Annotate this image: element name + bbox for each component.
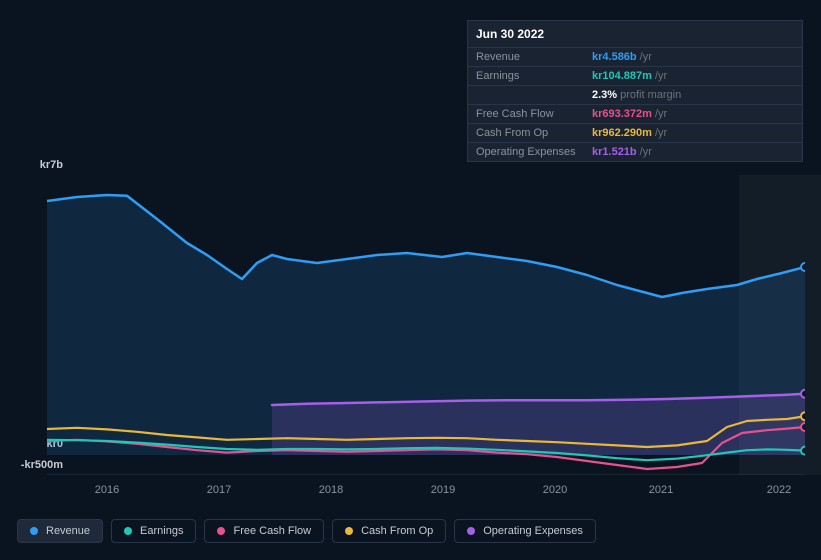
tooltip-row-value: kr104.887m/yr — [592, 70, 794, 82]
series-end-marker-earnings — [801, 447, 805, 455]
legend-item-free_cash_flow[interactable]: Free Cash Flow — [204, 519, 324, 543]
series-end-marker-cash_from_op — [801, 412, 805, 420]
financials-tooltip: Jun 30 2022 Revenuekr4.586b/yrEarningskr… — [467, 20, 803, 162]
x-axis-tick-label: 2016 — [95, 484, 119, 496]
tooltip-row: Operating Expenseskr1.521b/yr — [468, 143, 802, 161]
tooltip-row-label: Operating Expenses — [476, 146, 592, 158]
legend-dot-icon — [30, 527, 38, 535]
tooltip-row: Revenuekr4.586b/yr — [468, 48, 802, 67]
chart-legend: Revenue Earnings Free Cash Flow Cash From O… — [17, 519, 596, 543]
legend-item-label: Operating Expenses — [483, 525, 583, 537]
legend-item-label: Cash From Op — [361, 525, 433, 537]
tooltip-row: Free Cash Flowkr693.372m/yr — [468, 105, 802, 124]
x-axis-tick-label: 2020 — [543, 484, 567, 496]
tooltip-row-value: 2.3%profit margin — [592, 89, 794, 101]
legend-item-op_expenses[interactable]: Operating Expenses — [454, 519, 596, 543]
tooltip-row-label: Cash From Op — [476, 127, 592, 139]
x-axis-tick-label: 2019 — [431, 484, 455, 496]
tooltip-row: Earningskr104.887m/yr — [468, 67, 802, 86]
tooltip-row: Cash From Opkr962.290m/yr — [468, 124, 802, 143]
tooltip-row-value: kr1.521b/yr — [592, 146, 794, 158]
legend-item-cash_from_op[interactable]: Cash From Op — [332, 519, 446, 543]
chart-plot-area — [47, 175, 805, 475]
x-axis-tick-label: 2017 — [207, 484, 231, 496]
legend-dot-icon — [217, 527, 225, 535]
x-axis-tick-label: 2018 — [319, 484, 343, 496]
tooltip-row-value: kr962.290m/yr — [592, 127, 794, 139]
legend-dot-icon — [124, 527, 132, 535]
x-axis-tick-label: 2022 — [767, 484, 791, 496]
legend-dot-icon — [345, 527, 353, 535]
tooltip-row-label: Earnings — [476, 70, 592, 82]
tooltip-date: Jun 30 2022 — [468, 21, 802, 48]
tooltip-row-value: kr4.586b/yr — [592, 51, 794, 63]
tooltip-row-value: kr693.372m/yr — [592, 108, 794, 120]
series-end-marker-op_expenses — [801, 390, 805, 398]
legend-item-label: Free Cash Flow — [233, 525, 311, 537]
tooltip-row: 2.3%profit margin — [468, 86, 802, 105]
tooltip-row-label: Revenue — [476, 51, 592, 63]
financial-chart: kr7bkr0-kr500m 2016201720182019202020212… — [17, 160, 805, 480]
series-end-marker-free_cash_flow — [801, 423, 805, 431]
legend-item-label: Revenue — [46, 525, 90, 537]
x-axis-tick-label: 2021 — [649, 484, 673, 496]
series-end-marker-revenue — [801, 263, 805, 271]
legend-item-earnings[interactable]: Earnings — [111, 519, 196, 543]
legend-item-revenue[interactable]: Revenue — [17, 519, 103, 543]
tooltip-row-label — [476, 89, 592, 101]
legend-dot-icon — [467, 527, 475, 535]
legend-item-label: Earnings — [140, 525, 183, 537]
y-axis-tick-label: kr7b — [3, 159, 63, 171]
tooltip-row-label: Free Cash Flow — [476, 108, 592, 120]
